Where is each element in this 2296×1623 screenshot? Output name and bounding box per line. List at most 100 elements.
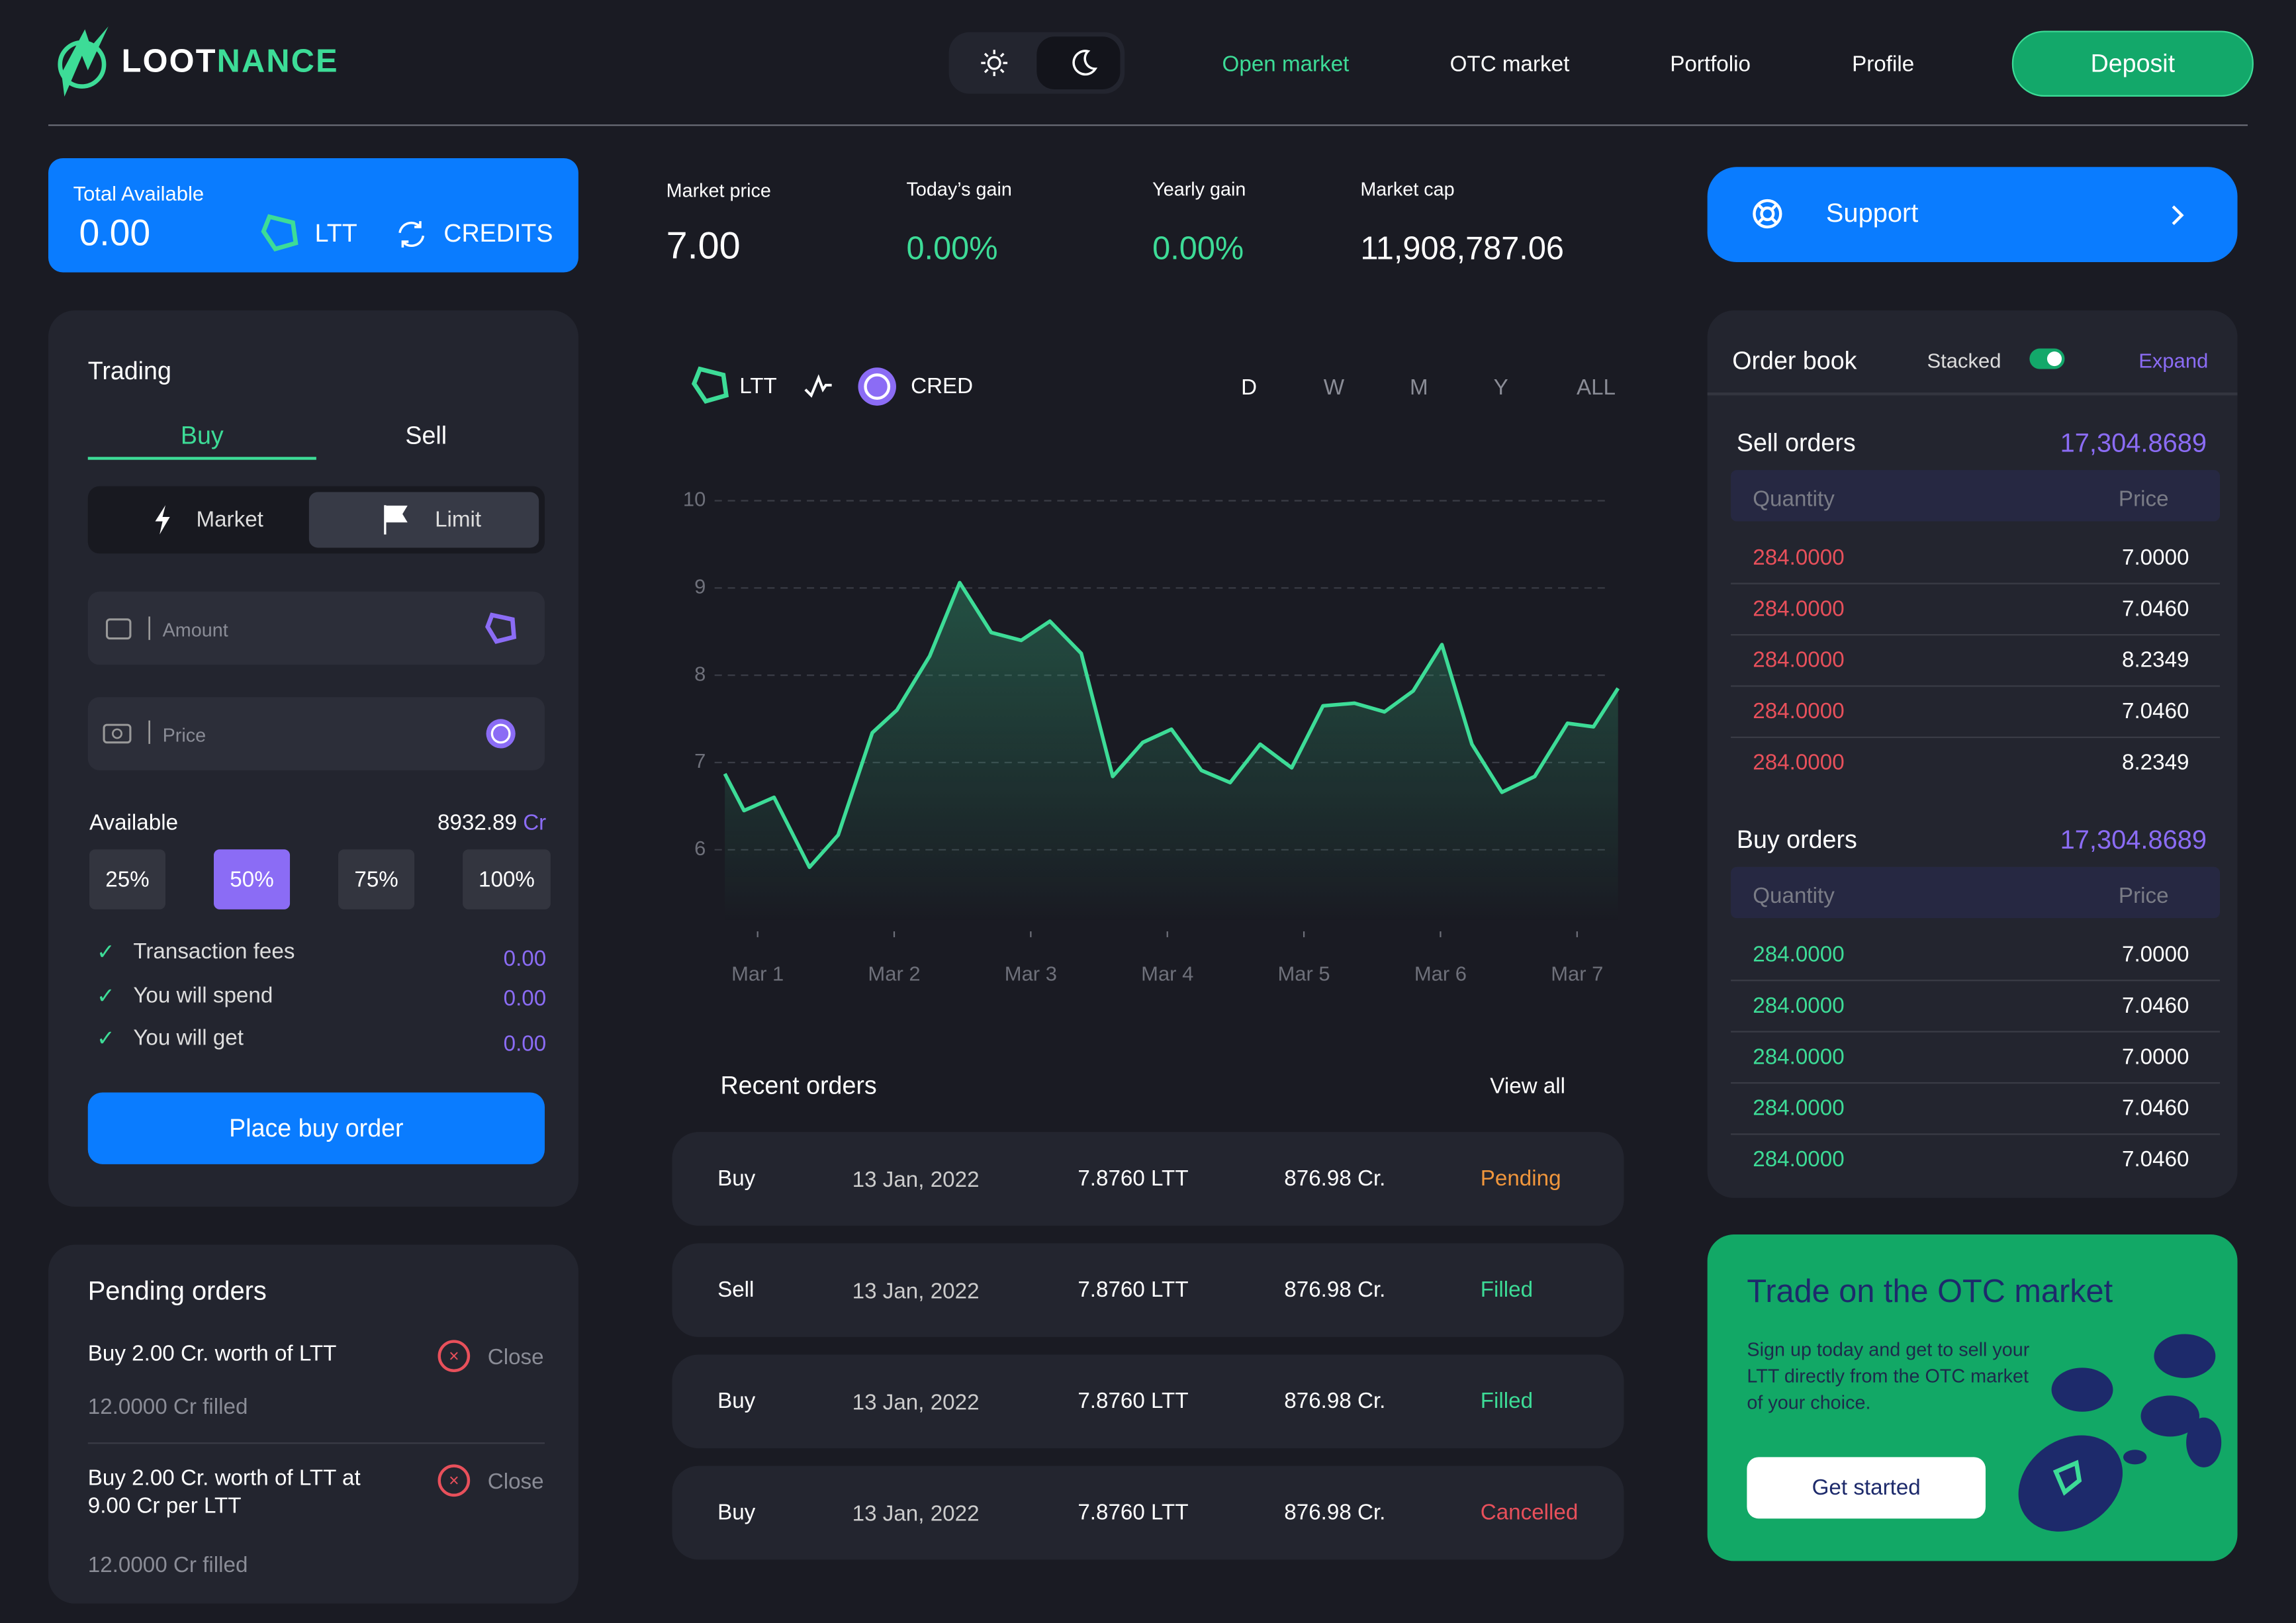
nav-link[interactable]: OTC market <box>1449 52 1570 77</box>
book-price: 7.0000 <box>2122 942 2189 968</box>
range-button[interactable]: D <box>1241 375 1258 401</box>
check-icon: ✓ <box>97 940 115 965</box>
order-row[interactable] <box>672 1465 1624 1560</box>
available-value: 8932.89 <box>437 810 517 836</box>
x-tick-label: Mar 7 <box>1551 962 1603 986</box>
nav-link[interactable]: Portfolio <box>1670 52 1751 77</box>
pending-divider <box>87 1442 545 1444</box>
logo-icon <box>58 26 109 97</box>
order-row[interactable] <box>672 1243 1624 1337</box>
order-cell: 7.8760 LTT <box>1078 1166 1189 1191</box>
stacked-label: Stacked <box>1927 348 2001 372</box>
order-cell: 876.98 Cr. <box>1284 1500 1386 1526</box>
close-icon[interactable]: × <box>437 1464 471 1497</box>
sun-icon <box>981 50 1008 77</box>
moon-icon <box>1072 50 1098 76</box>
coins-art <box>2018 1334 2222 1532</box>
mode-selected[interactable] <box>308 492 539 548</box>
theme-dark[interactable] <box>1036 36 1121 89</box>
close-icon[interactable]: × <box>437 1340 471 1373</box>
support-icon <box>1753 199 1782 229</box>
otc-button[interactable]: Get started <box>1747 1457 1986 1519</box>
nav-link[interactable]: Profile <box>1852 52 1915 77</box>
price-area <box>725 582 1618 923</box>
mode-limit[interactable]: Limit <box>435 507 482 533</box>
token-ltt: LTT <box>314 219 357 248</box>
range-button[interactable]: Y <box>1493 375 1508 401</box>
book-qty: 284.0000 <box>1753 699 1845 725</box>
summary-value: 0.00 <box>503 986 547 1011</box>
range-button[interactable]: M <box>1409 375 1428 401</box>
cred-input-icon <box>486 719 516 749</box>
pending-title: Pending orders <box>87 1276 267 1306</box>
expand[interactable]: Expand <box>2138 348 2209 372</box>
summary-value: 0.00 <box>503 1031 547 1057</box>
stat-value: 0.00% <box>906 230 998 267</box>
available-unit: Cr <box>523 810 547 836</box>
book-row-divider <box>1731 736 2220 739</box>
stacked-toggle[interactable] <box>2029 348 2065 369</box>
mode-market[interactable]: Market <box>196 507 263 533</box>
view-all[interactable]: View all <box>1490 1074 1566 1099</box>
book-qty: 284.0000 <box>1753 545 1845 571</box>
support-label: Support <box>1825 198 1919 228</box>
stat-label: Market price <box>666 179 771 202</box>
book-section-title: Buy orders <box>1736 825 1857 854</box>
range-button[interactable]: W <box>1323 375 1345 401</box>
book-price: 7.0460 <box>2122 994 2189 1019</box>
stat-value: 0.00% <box>1152 230 1244 267</box>
order-row[interactable] <box>672 1354 1624 1449</box>
book-price: 7.0460 <box>2122 1095 2189 1121</box>
percent-button[interactable] <box>214 849 291 909</box>
book-row-divider <box>1731 582 2220 584</box>
chart-token-cred: CRED <box>911 374 974 399</box>
otc-text: Sign up today and get to sell your LTT d… <box>1747 1338 2030 1413</box>
nav-link[interactable]: Open market <box>1222 52 1350 77</box>
book-qty: 284.0000 <box>1753 994 1845 1019</box>
percent-label: 75% <box>354 867 398 893</box>
place-order-button[interactable]: Place buy order <box>87 1092 545 1164</box>
pending-text: Buy 2.00 Cr. worth of LTT <box>87 1341 337 1367</box>
order-cell: Buy <box>717 1389 756 1414</box>
balance-card <box>48 158 578 273</box>
stat-value: 7.00 <box>666 223 741 267</box>
percent-button[interactable] <box>338 849 415 909</box>
book-row-divider <box>1731 1082 2220 1084</box>
percent-button[interactable] <box>89 849 166 909</box>
price-line <box>723 580 1620 869</box>
book-row-divider <box>1731 633 2220 636</box>
ltt-input-icon <box>485 612 517 644</box>
tab-buy[interactable]: Buy <box>180 422 224 450</box>
range-button[interactable]: ALL <box>1576 375 1616 401</box>
y-tick-label: 6 <box>694 837 706 860</box>
order-cell: Buy <box>717 1166 756 1191</box>
book-qty: 284.0000 <box>1753 1044 1845 1070</box>
check-icon: ✓ <box>97 1026 115 1052</box>
book-section-total: 17,304.8689 <box>2060 428 2207 458</box>
price-input[interactable] <box>87 697 545 770</box>
book-qty: 284.0000 <box>1753 647 1845 673</box>
x-tick-label: Mar 6 <box>1414 962 1467 986</box>
support-button[interactable] <box>1707 167 2238 263</box>
order-cell: 7.8760 LTT <box>1078 1277 1189 1303</box>
order-cell: 876.98 Cr. <box>1284 1389 1386 1414</box>
book-price: 7.0460 <box>2122 699 2189 725</box>
percent-button[interactable] <box>463 849 551 909</box>
stat-value: 11,908,787.06 <box>1360 230 1564 267</box>
order-row[interactable] <box>672 1132 1624 1226</box>
book-qty: 284.0000 <box>1753 1147 1845 1173</box>
close-label[interactable]: Close <box>487 1469 544 1495</box>
amount-placeholder: Amount <box>162 618 228 641</box>
theme-toggle[interactable] <box>948 32 1125 94</box>
close-label[interactable]: Close <box>487 1345 544 1370</box>
order-cell: Pending <box>1480 1166 1561 1191</box>
deposit-button[interactable]: Deposit <box>2011 30 2254 97</box>
check-icon: ✓ <box>97 984 115 1009</box>
amount-input[interactable] <box>87 591 545 665</box>
book-header-price: Price <box>2118 487 2169 512</box>
x-tick-label: Mar 1 <box>731 962 784 986</box>
book-header-qty: Quantity <box>1753 884 1835 909</box>
tab-sell[interactable]: Sell <box>405 422 447 450</box>
book-price: 7.0000 <box>2122 545 2189 571</box>
book-price: 8.2349 <box>2122 647 2189 673</box>
